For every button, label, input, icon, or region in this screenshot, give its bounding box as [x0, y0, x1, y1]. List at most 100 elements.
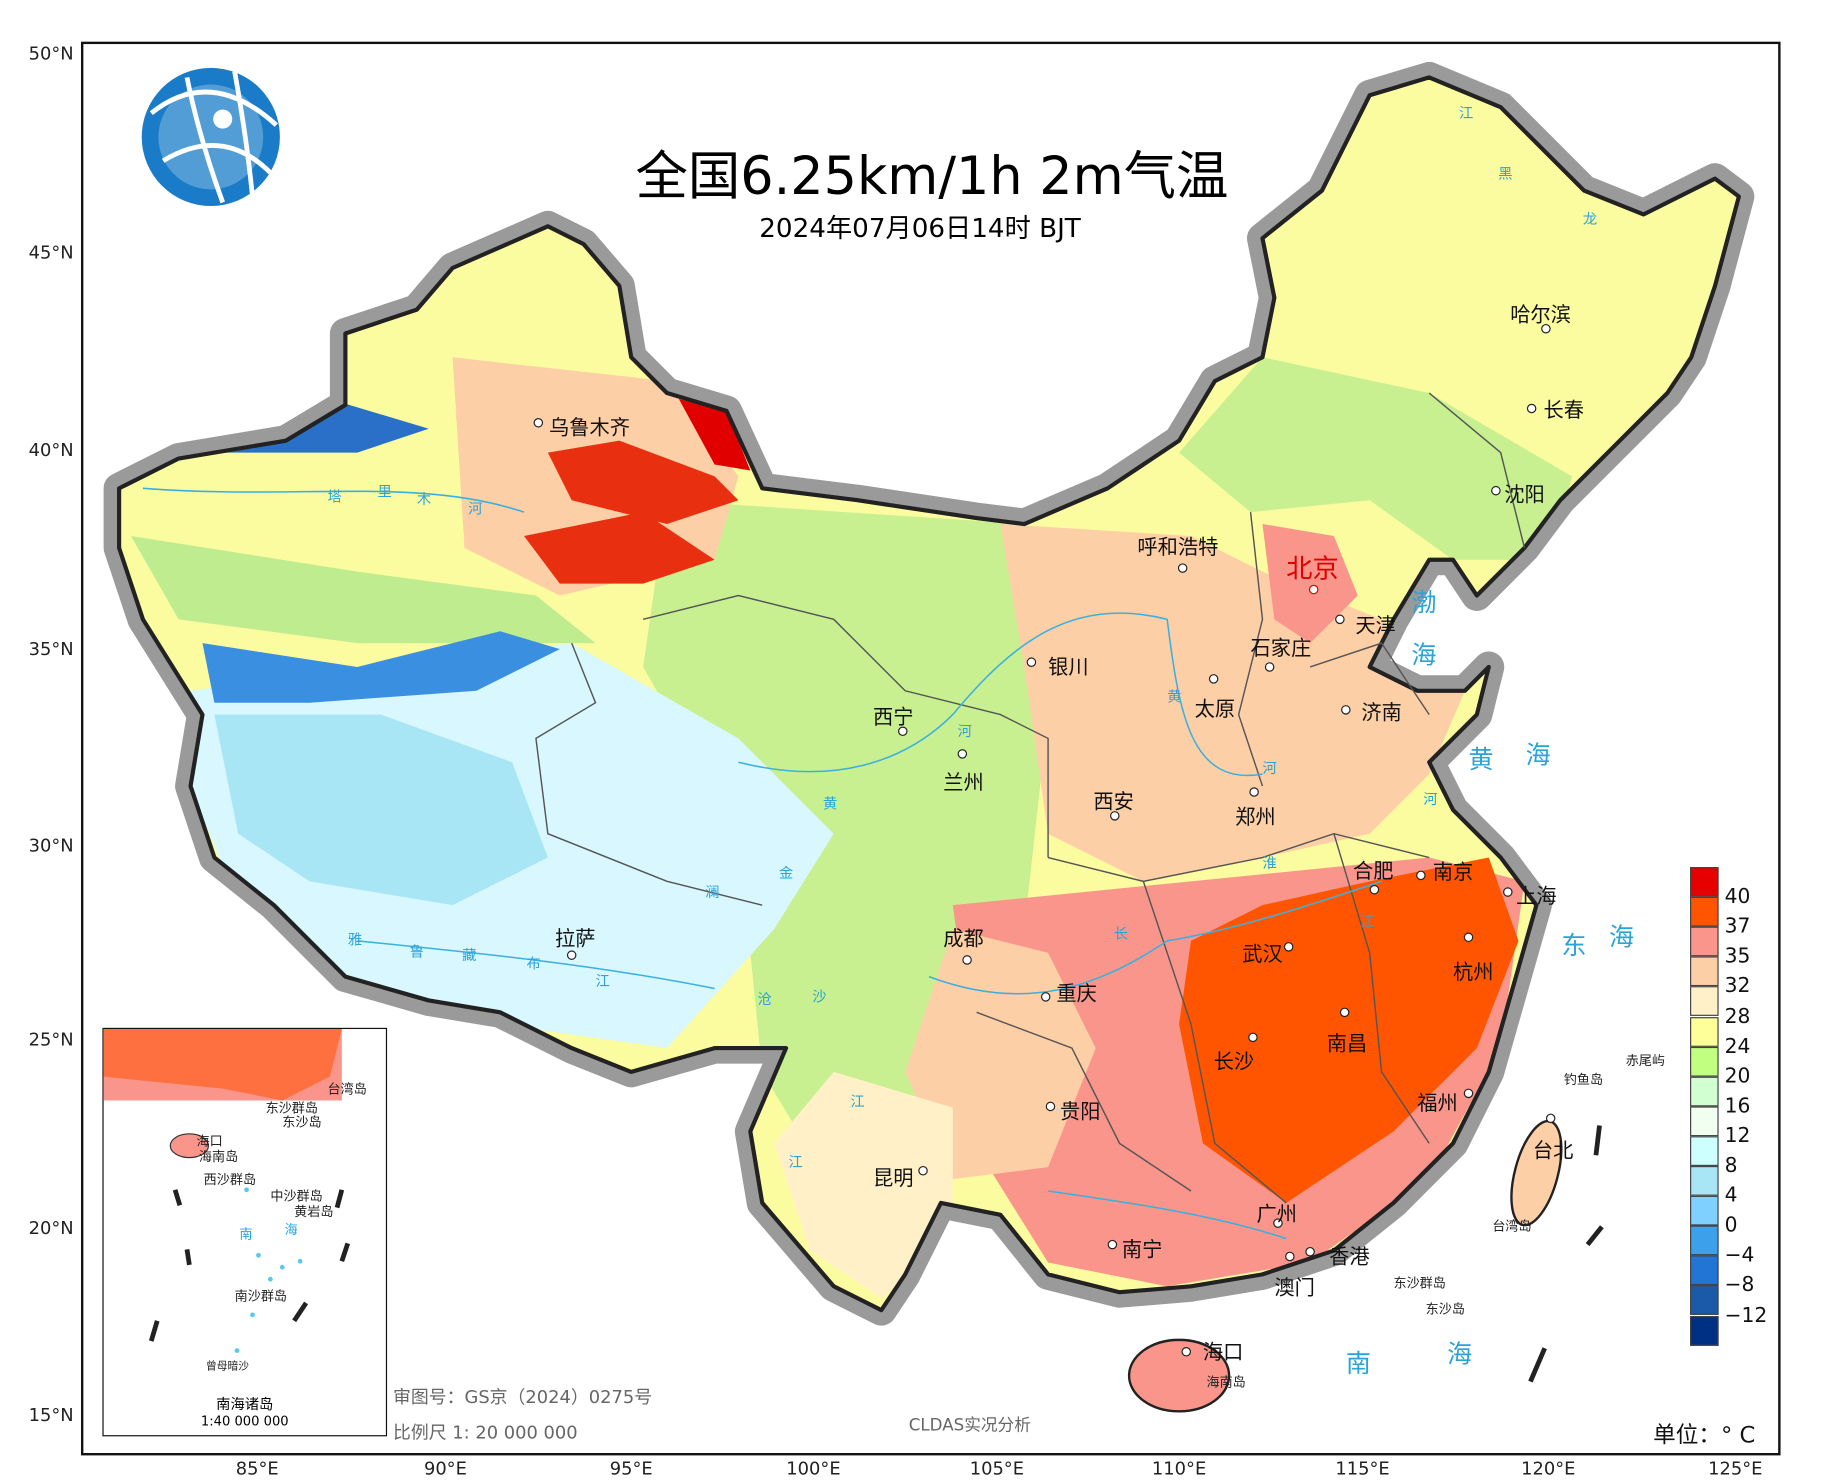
city-marker — [1526, 403, 1537, 414]
city-label: 重庆 — [1056, 982, 1097, 1007]
south-china-sea-inset: 台湾岛 东沙群岛 东沙岛 海口 海南岛 西沙群岛 中沙群岛 黄岩岛 南 海 南沙… — [102, 1027, 388, 1437]
city-label: 西宁 — [873, 706, 914, 731]
legend-label: 37 — [1724, 914, 1751, 939]
legend-swatch — [1690, 1076, 1719, 1107]
inset-label: 台湾岛 — [327, 1081, 367, 1097]
legend-swatch — [1690, 1315, 1719, 1346]
city-marker — [1308, 584, 1319, 595]
sea-label: 海 — [1525, 740, 1551, 770]
legend-swatch — [1690, 1106, 1719, 1137]
city-marker — [1491, 485, 1501, 496]
map-scale: 比例尺 1: 20 000 000 — [393, 1422, 578, 1444]
legend-swatch — [1690, 1195, 1719, 1226]
legend-swatch — [1690, 986, 1719, 1017]
provinces — [535, 392, 1526, 1204]
city-label: 郑州 — [1235, 806, 1276, 831]
hainan-island — [1127, 1338, 1231, 1413]
lat-label: 40°N — [28, 439, 74, 461]
lon-label: 95°E — [609, 1457, 653, 1480]
city-marker — [1463, 932, 1474, 943]
data-source: CLDAS实况分析 — [908, 1416, 1031, 1436]
city-label: 长沙 — [1213, 1050, 1255, 1075]
river-label: 河 — [468, 500, 483, 517]
lat-label: 30°N — [28, 834, 74, 857]
city-marker — [1339, 1007, 1350, 1018]
river-label: 雅 — [347, 931, 363, 949]
city-label: 贵阳 — [1059, 1100, 1101, 1125]
place-label: 东沙岛 — [1425, 1301, 1465, 1318]
city-marker — [1208, 674, 1219, 684]
lon-label: 120°E — [1521, 1457, 1576, 1480]
logo — [141, 67, 280, 207]
country-border — [117, 75, 1741, 1313]
legend-label: 4 — [1724, 1183, 1738, 1208]
legend-label: 35 — [1724, 944, 1751, 969]
river-label: 淮 — [1262, 855, 1277, 872]
city-marker — [918, 1165, 928, 1176]
city-label: 银川 — [1048, 656, 1089, 681]
sea-label: 海 — [1411, 640, 1437, 670]
river-label: 澜 — [705, 883, 720, 901]
legend-swatch — [1690, 1046, 1719, 1077]
unit-label: 单位：° C — [1653, 1422, 1756, 1449]
city-label: 上海 — [1516, 884, 1557, 909]
lat-label: 50°N — [28, 42, 74, 65]
city-marker — [1177, 563, 1188, 573]
city-label: 天津 — [1355, 614, 1396, 639]
legend-swatch — [1690, 896, 1719, 927]
city-label: 乌鲁木齐 — [549, 416, 631, 441]
city-marker — [1285, 1251, 1295, 1262]
city-marker — [1249, 787, 1259, 797]
city-marker — [1107, 1239, 1118, 1250]
legend-label: 0 — [1724, 1213, 1738, 1238]
legend-swatch — [1690, 1285, 1719, 1316]
map-frame — [80, 41, 1781, 1456]
city-marker — [1273, 1218, 1283, 1228]
city-label: 广州 — [1256, 1202, 1297, 1227]
city-marker — [962, 955, 972, 965]
river-label: 黄 — [822, 795, 838, 813]
city-marker — [1264, 662, 1275, 672]
inset-scale: 1:40 000 000 — [200, 1413, 289, 1430]
lon-label: 115°E — [1335, 1457, 1390, 1480]
city-label: 南宁 — [1121, 1238, 1163, 1263]
city-marker — [1181, 1347, 1191, 1357]
inset-label: 海口 — [196, 1133, 223, 1150]
sea-label: 南 — [1345, 1349, 1371, 1378]
city-label: 哈尔滨 — [1510, 303, 1571, 328]
inset-label: 西沙群岛 — [203, 1171, 257, 1188]
lon-label: 100°E — [786, 1457, 841, 1480]
city-marker — [1463, 1088, 1474, 1099]
rivers — [142, 487, 1382, 1240]
city-marker — [1416, 870, 1426, 881]
lat-label: 35°N — [28, 638, 74, 660]
city-marker — [1248, 1032, 1258, 1043]
inset-sea-label: 南 — [239, 1226, 253, 1243]
lat-label: 20°N — [28, 1217, 74, 1239]
approval-number: 审图号：GS京（2024）0275号 — [393, 1386, 653, 1408]
legend-swatch — [1690, 956, 1719, 987]
sea-label: 海 — [1609, 923, 1635, 952]
city-label: 太原 — [1194, 697, 1236, 722]
lat-label: 15°N — [28, 1404, 74, 1426]
city-marker — [1110, 811, 1120, 821]
river-label: 金 — [778, 864, 794, 882]
river-label: 江 — [1360, 913, 1375, 931]
city-label: 澳门 — [1274, 1276, 1315, 1301]
city-marker — [1335, 614, 1345, 625]
legend-swatch — [1690, 867, 1719, 897]
city-label: 南京 — [1432, 861, 1474, 885]
nine-dash-line — [1528, 1125, 1604, 1383]
map-title: 全国6.25km/1h 2m气温 — [635, 146, 1229, 208]
map-subtitle: 2024年07月06日14时 BJT — [759, 214, 1081, 245]
legend-label: −4 — [1724, 1243, 1755, 1268]
legend-label: 24 — [1724, 1034, 1751, 1059]
city-marker — [1026, 657, 1037, 667]
city-label: 石家庄 — [1250, 637, 1312, 662]
river-label: 河 — [957, 722, 972, 740]
city-marker — [1545, 1113, 1556, 1124]
city-marker — [1541, 323, 1551, 334]
river-label: 长 — [1113, 925, 1128, 943]
